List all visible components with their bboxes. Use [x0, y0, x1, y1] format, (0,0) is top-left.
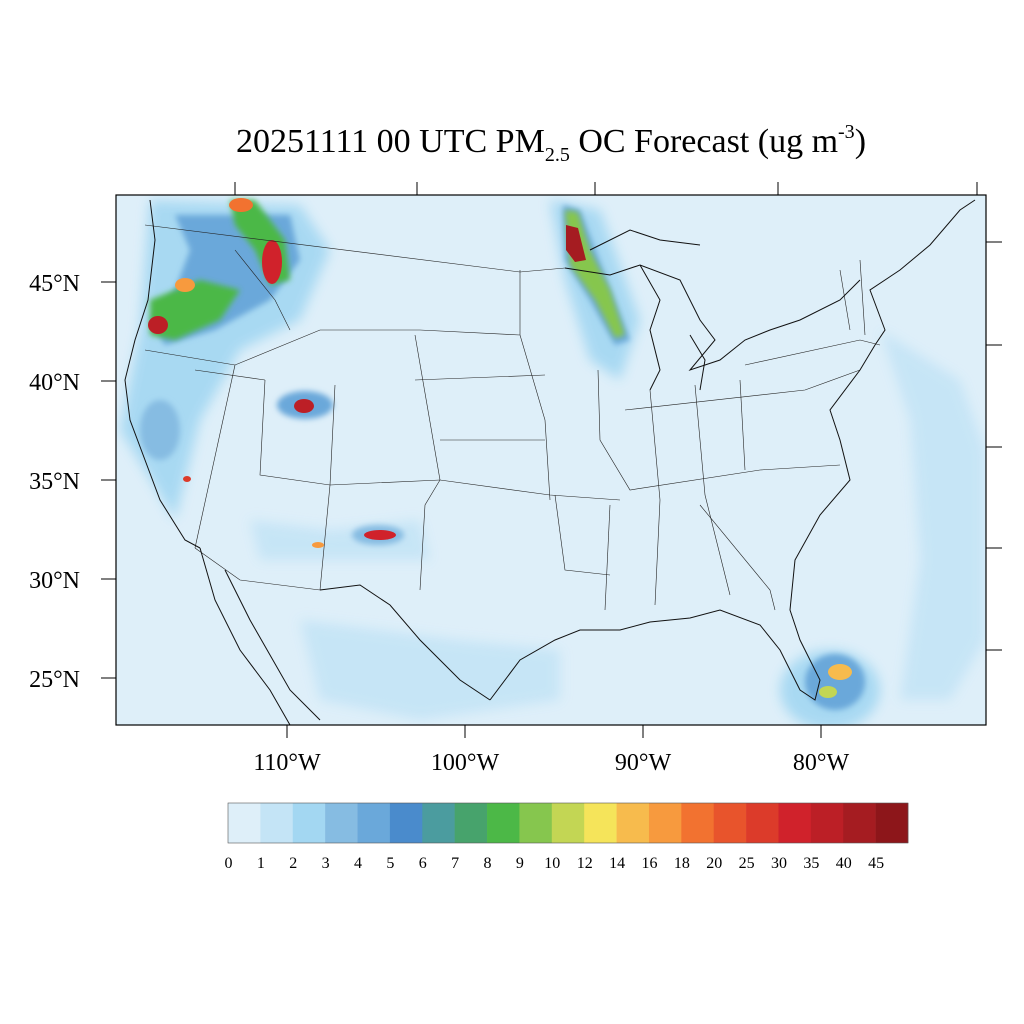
colorbar-swatch	[389, 803, 423, 843]
colorbar-tick-label: 3	[322, 855, 330, 872]
colorbar-tick-label: 40	[836, 855, 852, 872]
colorbar-tick-label: 30	[771, 855, 787, 872]
concentration-field	[120, 198, 985, 725]
oregon-peak-2	[175, 278, 195, 292]
colorbar-tick-label: 6	[419, 855, 427, 872]
colorbar-swatch	[357, 803, 391, 843]
atlantic-plume	[880, 330, 985, 700]
map-ticks	[101, 182, 1002, 738]
minnesota-peak	[566, 225, 586, 262]
colorbar-tick-label: 9	[516, 855, 524, 872]
colorbar: 0 1 2 3 4 5 6 7 8 9 10 12 14 16 18 20 25 30 35 40 45	[225, 802, 909, 872]
newmexico-peak	[364, 530, 396, 540]
lat-label: 45°N	[29, 271, 80, 297]
colorbar-tick-label: 5	[386, 855, 394, 872]
state-boundaries	[144, 224, 881, 611]
colorbar-swatch	[746, 803, 779, 843]
lon-label: 80°W	[793, 750, 850, 776]
california-medium	[140, 400, 180, 460]
lat-label: 35°N	[29, 469, 80, 495]
colorbar-swatch	[875, 803, 909, 843]
colorbar-swatch	[260, 803, 294, 843]
colorbar-swatch	[519, 803, 553, 843]
colorbar-labels: 0 1 2 3 4 5 6 7 8 9 10 12 14 16 18 20 25 30 35 40 45	[225, 855, 885, 872]
utah-peak	[294, 399, 314, 413]
colorbar-tick-label: 4	[354, 855, 362, 872]
colorbar-swatch	[681, 803, 715, 843]
colorbar-tick-label: 35	[803, 855, 819, 872]
colorbar-swatch	[843, 803, 876, 843]
colorbar-tick-label: 18	[674, 855, 690, 872]
idaho-peak	[262, 240, 282, 284]
colorbar-tick-label: 20	[706, 855, 722, 872]
colorbar-tick-label: 7	[451, 855, 459, 872]
florida-peak-2	[819, 686, 837, 698]
colorbar-tick-label: 0	[225, 855, 233, 872]
map-frame	[115, 194, 987, 726]
colorbar-swatch	[648, 803, 682, 843]
lon-label: 110°W	[253, 750, 321, 776]
colorbar-swatch	[228, 803, 261, 843]
colorbar-swatch	[810, 803, 844, 843]
california-spot	[183, 476, 191, 482]
lat-label: 30°N	[29, 568, 80, 594]
map-panel: 45°N 40°N 35°N 30°N 25°N 110°W 100°W 90°…	[29, 182, 1002, 776]
colorbar-swatch	[292, 803, 326, 843]
colorbar-tick-label: 12	[577, 855, 593, 872]
lat-label: 40°N	[29, 370, 80, 396]
colorbar-frame	[227, 802, 909, 844]
oregon-high	[150, 280, 240, 340]
colorbar-swatch	[454, 803, 488, 843]
figure-title: 20251111 00 UTC PM2.5 OC Forecast (ug m-…	[236, 121, 866, 166]
colorbar-swatch	[713, 803, 747, 843]
colorbar-tick-label: 8	[484, 855, 492, 872]
florida-peak	[828, 664, 852, 680]
colorbar-tick-label: 45	[868, 855, 884, 872]
lon-label: 100°W	[431, 750, 500, 776]
colorbar-tick-label: 14	[609, 855, 625, 872]
colorbar-tick-label: 16	[641, 855, 657, 872]
colorbar-tick-label: 1	[257, 855, 265, 872]
colorbar-swatch	[422, 803, 455, 843]
colorbar-swatch	[551, 803, 585, 843]
lat-labels: 45°N 40°N 35°N 30°N 25°N	[29, 271, 80, 693]
arizona-spot	[312, 542, 324, 548]
colorbar-tick-label: 2	[289, 855, 297, 872]
lon-labels: 110°W 100°W 90°W 80°W	[253, 750, 849, 776]
lon-label: 90°W	[615, 750, 672, 776]
coastlines	[124, 199, 976, 725]
colorbar-boxes	[228, 803, 909, 843]
colorbar-swatch	[487, 803, 520, 843]
florida-medium	[805, 654, 865, 710]
colorbar-tick-label: 10	[544, 855, 560, 872]
colorbar-swatch	[616, 803, 650, 843]
montana-peak	[229, 198, 253, 212]
colorbar-swatch	[584, 803, 617, 843]
gulf-plume	[300, 620, 560, 720]
colorbar-swatch	[325, 803, 358, 843]
colorbar-swatch	[778, 803, 812, 843]
colorbar-tick-label: 25	[739, 855, 755, 872]
lat-label: 25°N	[29, 667, 80, 693]
oregon-peak-1	[148, 316, 168, 334]
